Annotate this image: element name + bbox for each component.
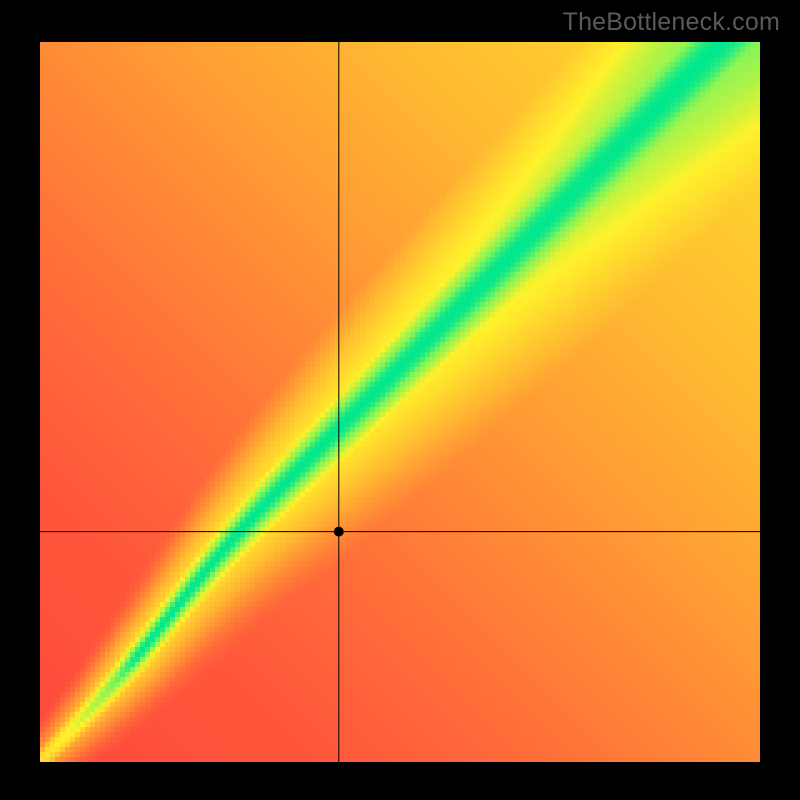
watermark-text: TheBottleneck.com [563, 8, 780, 37]
chart-container: TheBottleneck.com [0, 0, 800, 800]
plot-area [40, 42, 760, 762]
heatmap-canvas [40, 42, 760, 762]
